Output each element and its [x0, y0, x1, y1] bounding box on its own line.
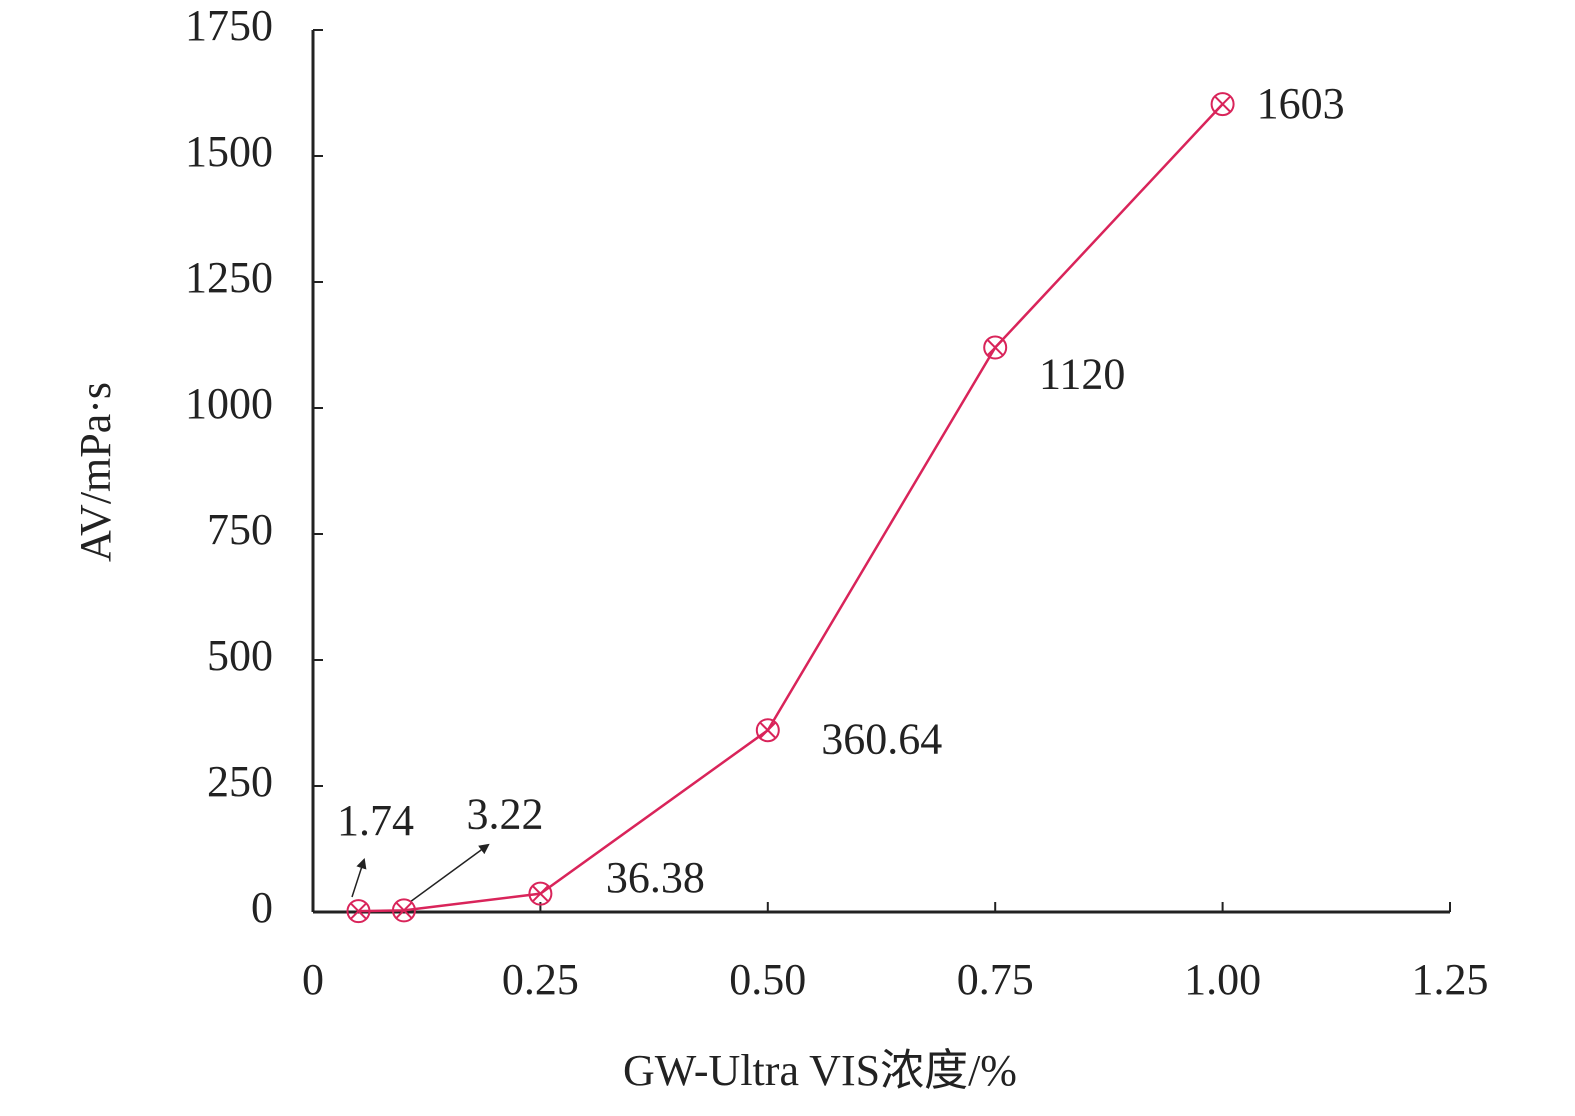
y-tick-label: 1250: [185, 253, 273, 302]
data-label: 1603: [1257, 79, 1345, 128]
y-tick-label: 1000: [185, 379, 273, 428]
marker: [346, 899, 371, 924]
marker-cross: [1214, 95, 1232, 113]
marker-cross: [531, 885, 549, 903]
x-tick-label: 1.00: [1184, 955, 1261, 1004]
y-tick-label: 250: [207, 757, 273, 806]
x-tick-label: 0.25: [502, 955, 579, 1004]
marker: [755, 718, 780, 743]
marker-cross: [395, 901, 413, 919]
data-label: 1120: [1039, 350, 1125, 399]
marker: [528, 881, 553, 906]
data-label: 360.64: [821, 714, 942, 763]
y-axis-title: AV/mPa·s: [71, 382, 120, 562]
marker-cross: [986, 339, 1004, 357]
x-tick-label: 0: [302, 955, 324, 1004]
series-line: [358, 103, 1224, 913]
y-tick-label: 0: [251, 883, 273, 932]
annotation-arrow: [409, 843, 490, 903]
x-tick-label: 1.25: [1412, 955, 1489, 1004]
x-axis-title: GW-Ultra VIS浓度/%: [623, 1046, 1017, 1095]
marker: [391, 898, 416, 923]
annotation-arrow: [351, 858, 367, 898]
y-tick-label: 500: [207, 631, 273, 680]
x-tick-label: 0.75: [957, 955, 1034, 1004]
data-label: 36.38: [606, 853, 705, 902]
y-tick-label: 750: [207, 505, 273, 554]
marker-cross: [759, 721, 777, 739]
x-tick-label: 0.50: [729, 955, 806, 1004]
marker: [1210, 92, 1235, 117]
y-tick-label: 1500: [185, 127, 273, 176]
marker-cross: [349, 902, 367, 920]
data-label: 1.74: [337, 796, 414, 845]
marker: [983, 335, 1008, 360]
y-tick-label: 1750: [185, 1, 273, 50]
data-label: 3.22: [466, 789, 543, 838]
